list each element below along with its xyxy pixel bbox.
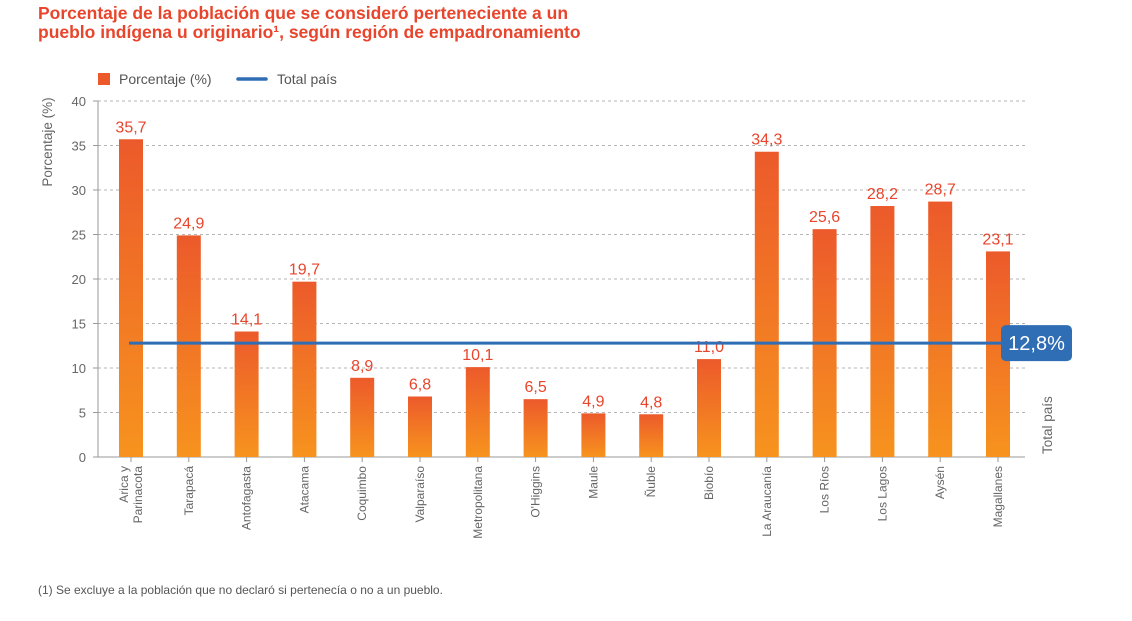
x-tick-label: Tarapacá	[182, 466, 196, 516]
bar	[639, 414, 664, 457]
data-label: 28,7	[925, 182, 956, 199]
bar	[870, 206, 895, 457]
bar	[408, 396, 432, 457]
bar	[234, 331, 259, 457]
data-label: 8,9	[351, 358, 373, 375]
x-tick-label: Metropolitana	[471, 466, 485, 539]
x-tick-label: Parinacota	[131, 466, 145, 524]
footnote: (1) Se excluye a la población que no dec…	[38, 583, 443, 597]
data-label: 4,9	[582, 393, 604, 410]
bar	[176, 235, 201, 457]
y-tick-label: 15	[72, 317, 86, 332]
x-tick-label: Atacama	[297, 466, 311, 514]
x-tick-label: La Araucanía	[760, 466, 774, 537]
y-tick-label: 40	[72, 94, 86, 109]
y-tick-label: 30	[72, 183, 86, 198]
x-tick-label: Coquimbo	[355, 466, 369, 521]
y-tick-label: 20	[72, 272, 86, 287]
legend-bar-swatch	[98, 73, 110, 85]
x-tick-label: Biobío	[702, 466, 716, 500]
x-tick-label: Valparaíso	[413, 466, 427, 523]
x-tick-label: Los Ríos	[818, 466, 832, 513]
bar	[350, 377, 375, 457]
chart-title: Porcentaje de la población que se consid…	[38, 4, 738, 41]
data-label: 34,3	[751, 132, 782, 149]
x-tick-label: Ñuble	[644, 466, 658, 498]
x-tick-label: Los Lagos	[875, 466, 889, 521]
data-label: 19,7	[289, 262, 320, 279]
x-tick-label: O'Higgins	[529, 466, 543, 518]
x-tick-label: Maule	[586, 466, 600, 499]
bar	[292, 281, 317, 457]
y-tick-label: 0	[79, 450, 86, 465]
x-tick-label: Arica y	[117, 466, 131, 503]
total-pais-axis-label: Total país	[1040, 396, 1055, 454]
total-pais-value-label: 12,8%	[1008, 333, 1065, 355]
bar	[697, 359, 721, 457]
y-tick-label: 10	[72, 361, 86, 376]
data-label: 23,1	[982, 231, 1013, 248]
y-axis-label: Porcentaje (%)	[40, 97, 55, 186]
x-tick-label: Aysén	[933, 466, 947, 499]
bar	[754, 151, 779, 458]
y-tick-label: 5	[79, 406, 86, 421]
chart-title-line-1: Porcentaje de la población que se consid…	[38, 3, 569, 23]
bar	[581, 413, 606, 457]
data-label: 10,1	[462, 347, 493, 364]
legend-bar-label: Porcentaje (%)	[119, 71, 212, 87]
data-label: 35,7	[115, 119, 146, 136]
data-label: 6,5	[524, 379, 546, 396]
data-label: 24,9	[173, 215, 204, 232]
data-label: 25,6	[809, 209, 840, 226]
data-label: 14,1	[231, 312, 262, 329]
chart-title-line-2: pueblo indígena u originario¹, según reg…	[38, 21, 581, 42]
data-label: 4,8	[640, 394, 662, 411]
legend-line-label: Total país	[277, 71, 337, 87]
data-label: 6,8	[409, 376, 431, 393]
y-tick-label: 25	[72, 228, 86, 243]
data-label: 28,2	[867, 186, 898, 203]
bar	[523, 399, 548, 457]
bar	[928, 201, 953, 457]
total-pais-badge	[1001, 325, 1072, 362]
bar	[119, 139, 143, 457]
x-tick-label: Magallanes	[991, 466, 1005, 527]
y-tick-label: 35	[72, 139, 86, 154]
x-tick-label: Antofagasta	[240, 466, 254, 530]
bar	[465, 367, 490, 457]
